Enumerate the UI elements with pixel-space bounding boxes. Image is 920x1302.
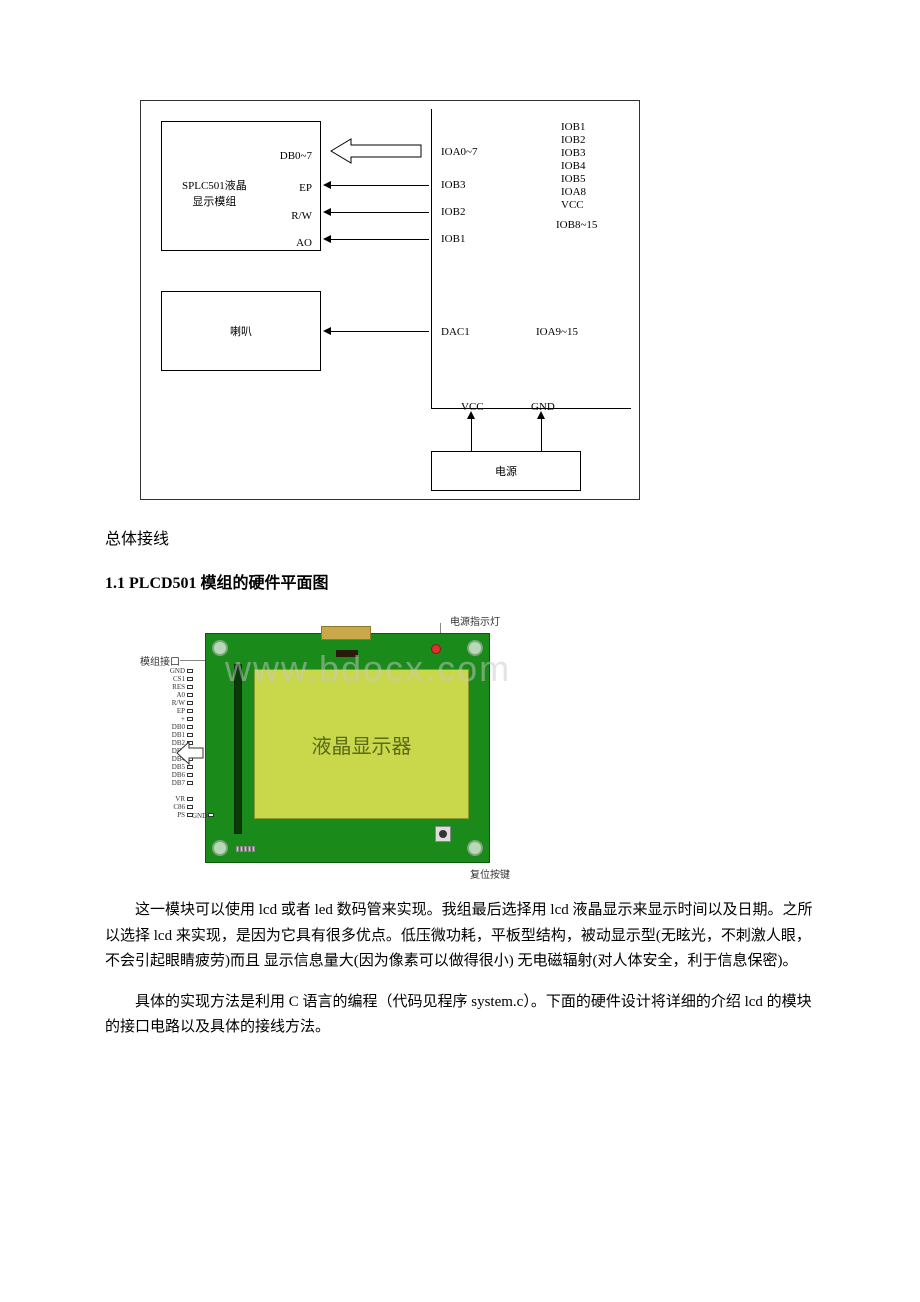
vcc-arrow [467,411,475,419]
dac-arrow [323,327,331,335]
iob1-label: IOB1 [441,233,465,245]
iob2-label: IOB2 [441,206,465,218]
pin-block [187,733,193,737]
gnd-arrow [537,411,545,419]
module-port-callout: 模组接口 [140,653,180,668]
dac-line [329,331,429,332]
db-label: DB0~7 [280,150,312,162]
pin-block [187,797,193,801]
gnd-line [541,416,542,451]
gnd-pin-label: GND [192,813,207,821]
power-block: 电源 [431,451,581,491]
ioa915-label: IOA9~15 [536,326,578,338]
ep-label: EP [299,182,312,194]
speaker-label: 喇叭 [230,323,252,339]
pcb-board: 液晶显示器 [205,633,490,863]
r-iob2: IOB2 [561,134,585,146]
pin-label-ps: PS [160,812,185,820]
speaker-block: 喇叭 [161,291,321,371]
pin-block [187,701,193,705]
rw-label: R/W [291,210,312,222]
ao-label: AO [296,237,312,249]
splc-title: SPLC501液晶 显示模组 [182,177,247,209]
power-led-callout: 电源指示灯 [450,613,500,628]
ioa07-label: IOA0~7 [441,146,478,158]
ao-arrow [323,235,331,243]
paragraph-1: 这一模块可以使用 lcd 或者 led 数码管来实现。我组最后选择用 lcd 液… [105,898,815,975]
pin-block [187,669,193,673]
r-iob815: IOB8~15 [556,219,597,231]
dac1-label: DAC1 [441,326,470,338]
rw-line [329,212,429,213]
pin-arrow [175,738,205,768]
r-iob5: IOB5 [561,173,585,185]
gnd-pin-block [208,813,214,817]
hole-tl [212,640,228,656]
vcc-line [471,416,472,451]
ao-line [329,239,429,240]
db-arrow [326,137,426,165]
lcd-text: 液晶显示器 [312,730,412,759]
ep-arrow [323,181,331,189]
pin-block [187,693,193,697]
pin-label-db7: DB7 [160,780,185,788]
hole-tr [467,640,483,656]
hole-br [467,840,483,856]
r-iob3: IOB3 [561,147,585,159]
module-port-line [180,660,205,661]
power-led [431,644,441,654]
hole-bl [212,840,228,856]
lcd-screen: 液晶显示器 [254,669,469,819]
caption-overall-wiring: 总体接线 [105,525,815,549]
r-ioa8: IOA8 [561,186,586,198]
pcb-diagram: 电源指示灯 模组接口 复位按键 液晶显示器 [130,608,560,878]
rw-arrow [323,208,331,216]
mcu-top [431,101,631,109]
pin-block [187,773,193,777]
r-iob4: IOB4 [561,160,585,172]
pin-block [187,805,193,809]
pin-block [187,709,193,713]
pin-block [187,781,193,785]
chip [336,650,358,657]
bottom-pins [236,846,255,852]
splc501-block: DB0~7 SPLC501液晶 显示模组 EP R/W AO [161,121,321,251]
top-connector [321,626,371,640]
pin-block [187,685,193,689]
paragraph-2: 具体的实现方法是利用 C 语言的编程（代码见程序 system.c）。下面的硬件… [105,990,815,1041]
wiring-diagram: DB0~7 SPLC501液晶 显示模组 EP R/W AO IOA0~7 IO… [140,100,640,500]
reset-button [435,826,451,842]
pin-block [187,677,193,681]
power-label: 电源 [495,463,517,479]
pin-block [187,725,193,729]
r-vcc: VCC [561,199,584,211]
pin-block [187,717,193,721]
r-iob1: IOB1 [561,121,585,133]
reset-callout: 复位按键 [470,866,510,881]
heading-plcd501: 1.1 PLCD501 模组的硬件平面图 [105,569,815,593]
iob3-label: IOB3 [441,179,465,191]
side-connector [234,664,242,834]
ep-line [329,185,429,186]
